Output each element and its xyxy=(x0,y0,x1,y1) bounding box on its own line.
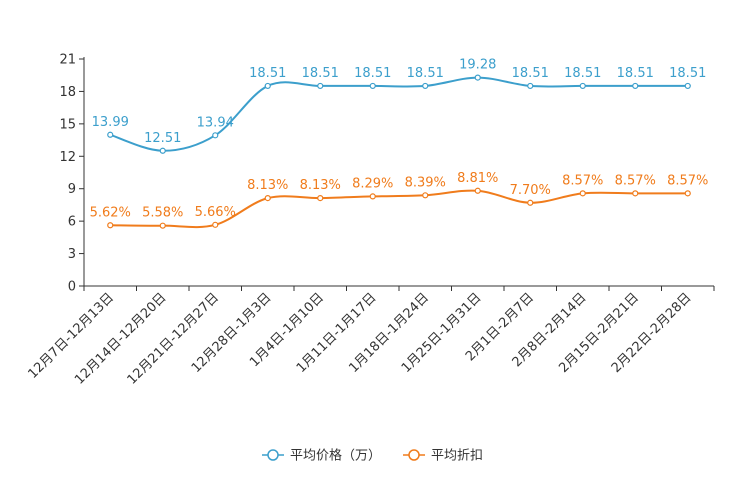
data-label: 18.51 xyxy=(669,66,706,81)
data-point[interactable] xyxy=(317,195,324,202)
data-label: 13.99 xyxy=(92,115,129,130)
data-point[interactable] xyxy=(632,82,639,90)
series-2: 5.62% 5.58% 5.66% 8.13% 8.13% 8.29% 8.39% 8.81%… xyxy=(90,171,708,229)
data-point[interactable] xyxy=(579,82,586,90)
y-tick-label: 21 xyxy=(59,53,76,68)
data-point[interactable] xyxy=(422,82,429,90)
data-point[interactable] xyxy=(684,82,691,90)
y-tick-label: 15 xyxy=(59,117,76,132)
series-line xyxy=(109,76,688,152)
series-1: 13.99 12.51 13.94 18.51 18.51 18.51 18.51 19.28… xyxy=(92,58,706,154)
data-label: 18.51 xyxy=(354,66,391,81)
data-point[interactable] xyxy=(527,199,534,206)
data-label: 18.51 xyxy=(407,66,444,81)
data-point[interactable] xyxy=(107,222,114,229)
y-tick-label: 9 xyxy=(68,182,76,197)
data-point[interactable] xyxy=(369,193,376,200)
legend-marker xyxy=(267,449,279,461)
legend-label: 平均折扣 xyxy=(431,449,483,464)
data-point[interactable] xyxy=(264,195,271,202)
data-point[interactable] xyxy=(422,192,429,199)
x-tick-label: 12月7日-12月13日 xyxy=(25,290,117,382)
x-tick-label: 12月21日-12月27日 xyxy=(125,290,222,387)
data-point[interactable] xyxy=(264,82,271,90)
data-point[interactable] xyxy=(107,131,114,138)
data-label: 18.51 xyxy=(617,66,654,81)
data-point[interactable] xyxy=(632,190,639,197)
chart-legend[interactable]: 平均价格（万） 平均折扣 xyxy=(262,448,483,464)
data-label: 8.57% xyxy=(615,173,656,188)
data-label: 8.13% xyxy=(247,178,288,193)
data-label: 19.28 xyxy=(459,58,496,73)
data-label: 18.51 xyxy=(249,66,286,81)
data-point[interactable] xyxy=(317,82,324,90)
legend-item-2[interactable]: 平均折扣 xyxy=(403,449,483,464)
data-point[interactable] xyxy=(474,187,481,194)
data-point[interactable] xyxy=(159,147,166,154)
data-point[interactable] xyxy=(212,132,219,139)
data-label: 12.51 xyxy=(144,131,181,146)
data-label: 8.39% xyxy=(405,175,446,190)
data-label: 18.51 xyxy=(564,66,601,81)
y-tick-label: 3 xyxy=(68,247,76,262)
data-label: 7.70% xyxy=(510,183,551,198)
data-label: 8.81% xyxy=(457,171,498,186)
data-point[interactable] xyxy=(684,190,691,197)
data-point[interactable] xyxy=(212,221,219,228)
y-tick-label: 0 xyxy=(68,280,76,295)
data-point[interactable] xyxy=(474,74,481,81)
data-label: 8.57% xyxy=(562,173,603,188)
data-label: 8.29% xyxy=(352,176,393,191)
series-line xyxy=(110,189,688,229)
data-label: 8.13% xyxy=(300,178,341,193)
y-tick-label: 6 xyxy=(68,215,76,230)
legend-marker xyxy=(408,449,420,461)
data-point[interactable] xyxy=(369,82,376,90)
data-label: 5.58% xyxy=(142,206,183,221)
x-tick-label: 12月14日-12月20日 xyxy=(72,290,169,387)
legend-item-1[interactable]: 平均价格（万） xyxy=(262,448,381,464)
data-label: 18.51 xyxy=(512,66,549,81)
data-label: 18.51 xyxy=(302,66,339,81)
y-tick-label: 12 xyxy=(59,150,76,165)
data-label: 5.66% xyxy=(195,205,236,220)
y-tick-label: 18 xyxy=(59,85,76,100)
data-label: 8.57% xyxy=(667,173,708,188)
legend-label: 平均价格（万） xyxy=(290,448,381,464)
data-point[interactable] xyxy=(159,222,166,229)
data-label: 13.94 xyxy=(197,115,234,130)
data-point[interactable] xyxy=(579,190,586,197)
chart-series: 13.99 12.51 13.94 18.51 18.51 18.51 18.51 19.28… xyxy=(90,58,708,229)
data-point[interactable] xyxy=(527,82,534,90)
data-label: 5.62% xyxy=(90,205,131,220)
